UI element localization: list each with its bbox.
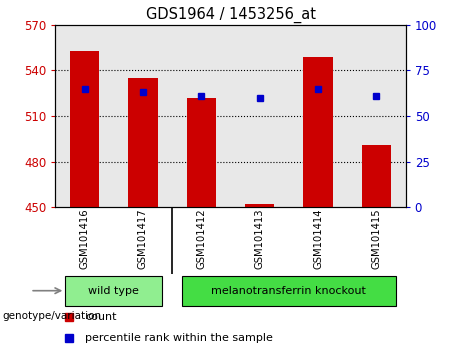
Bar: [245, 204, 274, 207]
Text: GSM101417: GSM101417: [138, 209, 148, 269]
Text: percentile rank within the sample: percentile rank within the sample: [85, 333, 273, 343]
Text: GSM101415: GSM101415: [372, 209, 382, 269]
Text: GSM101416: GSM101416: [79, 209, 89, 269]
FancyBboxPatch shape: [182, 276, 396, 306]
Text: GSM101414: GSM101414: [313, 209, 323, 269]
Bar: [303, 57, 333, 207]
Text: GSM101412: GSM101412: [196, 209, 207, 269]
FancyBboxPatch shape: [65, 276, 162, 306]
Text: GSM101413: GSM101413: [254, 209, 265, 269]
Title: GDS1964 / 1453256_at: GDS1964 / 1453256_at: [146, 7, 315, 23]
Text: wild type: wild type: [88, 286, 139, 296]
Bar: [187, 98, 216, 207]
Text: genotype/variation: genotype/variation: [2, 311, 101, 321]
Text: melanotransferrin knockout: melanotransferrin knockout: [212, 286, 366, 296]
Text: count: count: [85, 312, 117, 322]
Bar: [362, 145, 391, 207]
Bar: [128, 78, 158, 207]
Bar: [70, 51, 99, 207]
